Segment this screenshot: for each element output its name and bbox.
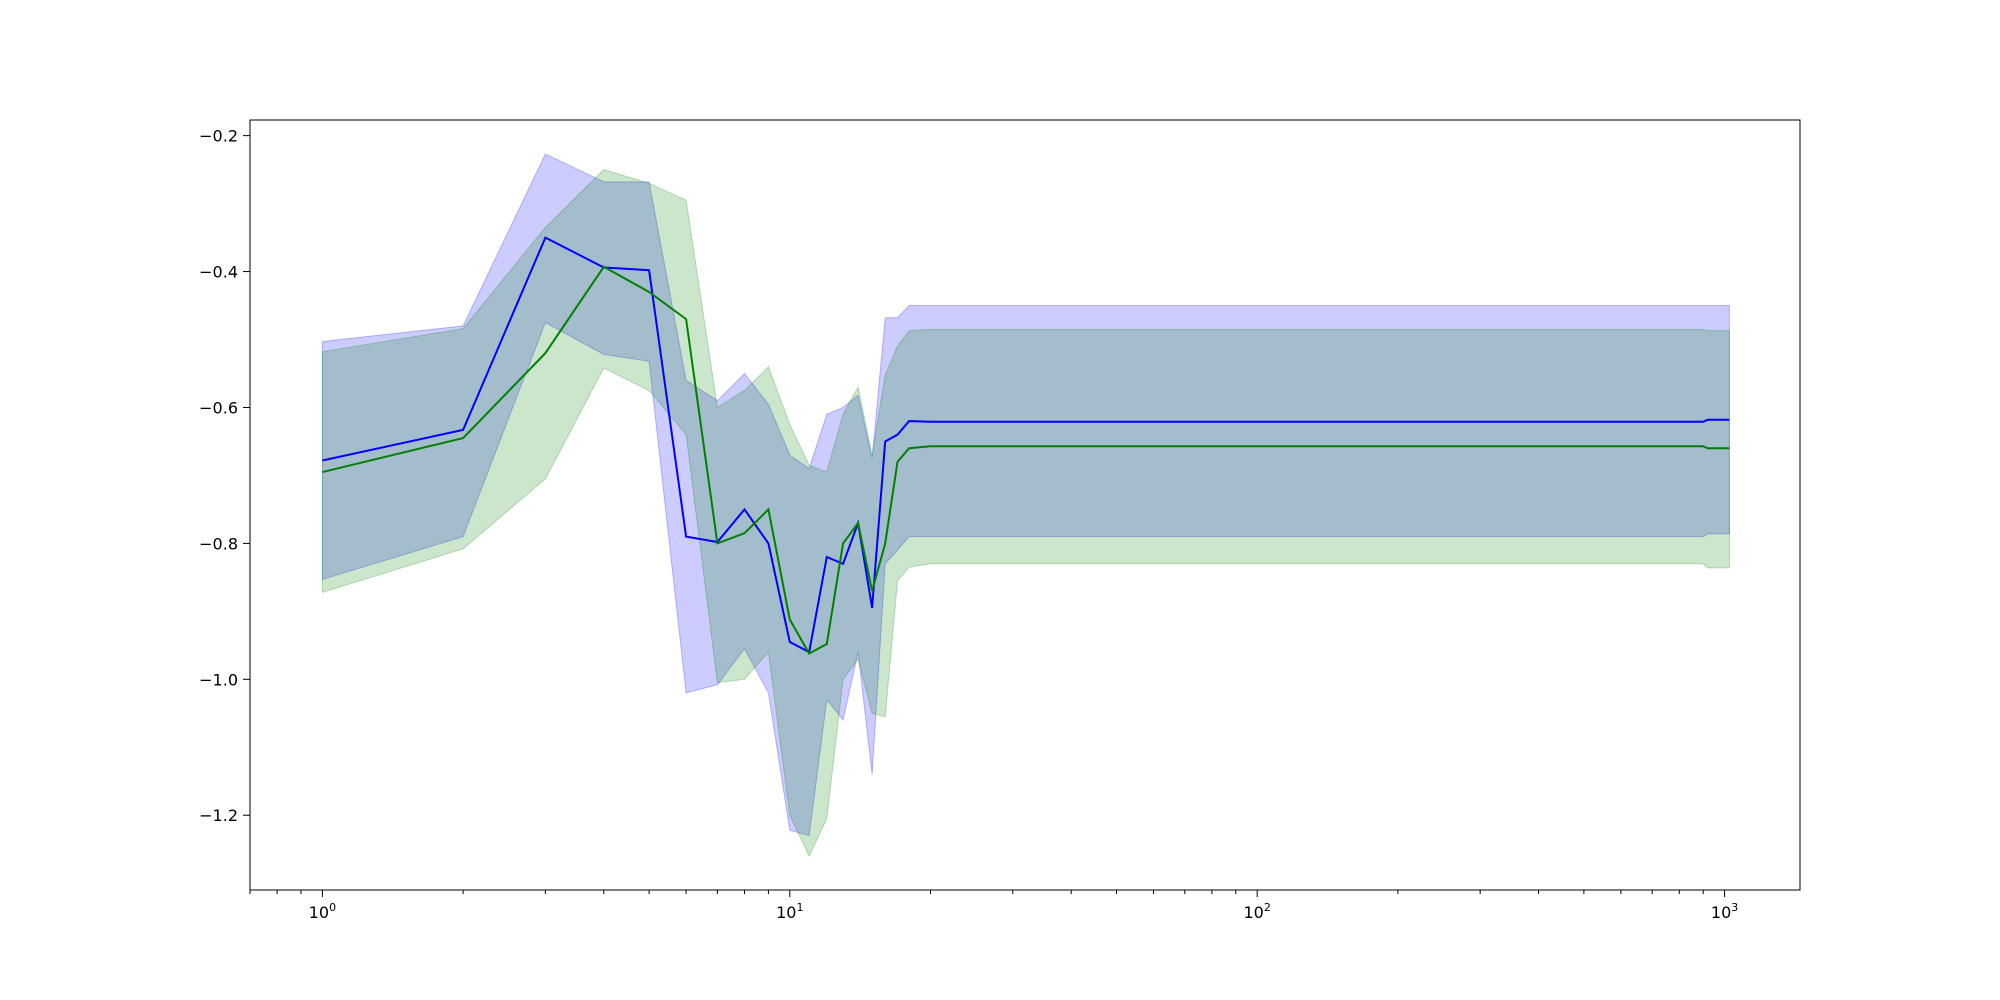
y-tick-label: −1.2	[199, 806, 238, 825]
confidence-bands	[321, 153, 1730, 858]
y-tick-label: −1.0	[199, 670, 238, 689]
series-2-band	[321, 169, 1730, 858]
y-tick-label: −0.6	[199, 398, 238, 417]
y-axis: −0.2 −0.4 −0.6 −0.8 −1.0 −1.2	[199, 127, 250, 825]
series-1-band	[321, 153, 1730, 837]
y-tick-label: −0.2	[199, 127, 238, 146]
y-tick-label: −0.8	[199, 534, 238, 553]
x-axis: 100 101 102 103	[249, 890, 1738, 922]
x-tick-label: 102	[1244, 901, 1271, 922]
series-2-line	[322, 265, 1730, 655]
y-tick-label: −0.4	[199, 263, 238, 282]
x-tick-label: 103	[1711, 901, 1738, 922]
x-tick-label: 100	[309, 901, 336, 922]
x-tick-label: 101	[776, 901, 803, 922]
series-lines	[322, 236, 1730, 655]
series-1-line	[322, 236, 1730, 654]
plot-frame	[249, 119, 1801, 891]
